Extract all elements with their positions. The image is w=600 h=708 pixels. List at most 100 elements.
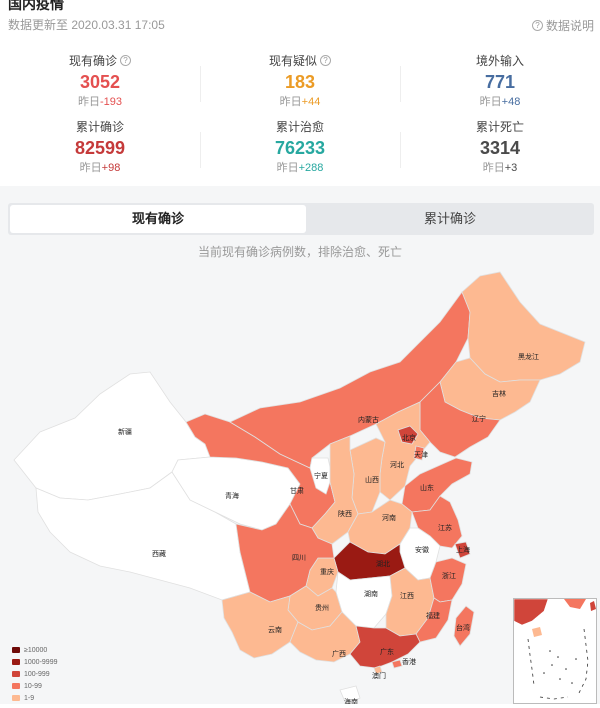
province-label: 安徽 [415,545,429,554]
stat-value: 183 [284,72,316,92]
province-黑龙江[interactable] [461,271,586,383]
update-time: 数据更新至 2020.03.31 17:05 [8,18,165,32]
province-广东[interactable] [349,625,421,669]
stat-delta: 昨日+44 [200,93,400,109]
province-label: 甘肃 [290,486,304,495]
legend-item[interactable]: 100-999 [12,668,57,680]
province-label: 西藏 [152,549,166,558]
inset-map [513,598,596,700]
stat-label: 累计死亡 [400,118,600,134]
china-map[interactable]: 新疆 西藏 青海 甘肃 内蒙古 黑龙江 吉林 辽宁 北京 天津 河北 山西 宁夏… [0,262,600,704]
province-label: 黑龙江 [518,352,539,361]
stat-delta-prefix: 昨日 [279,96,302,108]
province-宁夏[interactable] [309,457,333,495]
stat-divider [200,132,201,168]
stat-delta-prefix: 昨日 [482,162,505,174]
province-label: 河南 [382,513,396,522]
province-山西[interactable] [349,437,386,515]
legend-item[interactable]: 1000-9999 [12,656,57,668]
legend-swatch [12,695,20,701]
province-北京[interactable] [397,425,419,445]
stat-value: 3314 [479,138,521,158]
province-label: 澳门 [372,671,386,680]
map-subtitle: 当前现有确诊病例数，排除治愈、死亡 [197,245,402,259]
stat-value: 771 [484,72,516,92]
stat-delta: 昨日+288 [200,159,400,175]
stat-delta: 昨日+48 [400,93,600,109]
stat-label-text: 现有疑似 [268,53,317,68]
stat-label: 境外输入 [400,52,600,68]
legend-swatch [12,683,20,689]
stat-label-text: 累计死亡 [475,119,524,134]
stat-divider [400,66,401,102]
stat-value: 76233 [274,138,326,158]
province-label: 新疆 [118,427,132,436]
province-台湾[interactable] [453,605,475,647]
map-legend: ≥10000 1000-9999 100-999 10-99 1-9 [12,644,57,704]
legend-label: 1000-9999 [24,658,58,666]
province-label: 福建 [426,611,440,620]
stat-delta-value: +98 [101,162,121,174]
stat-delta: 昨日-193 [0,93,200,109]
legend-item[interactable]: 1-9 [12,692,57,704]
stat-delta-value: +48 [501,96,521,108]
legend-label: 100-999 [24,670,50,678]
stat-label-text: 累计治愈 [275,119,324,134]
province-香港[interactable] [391,659,403,669]
province-云南[interactable] [221,591,299,659]
province-label: 江西 [400,592,414,600]
stat-card: 境外输入 771 昨日+48 [400,52,600,109]
legend-swatch [12,659,20,665]
province-上海[interactable] [454,541,471,559]
help-icon[interactable]: ? [320,54,331,66]
province-海南[interactable] [339,685,361,704]
stat-label-text: 现有确诊 [68,53,117,68]
province-label: 贵州 [315,603,329,612]
province-天津[interactable] [413,445,425,461]
tab-bar: 现有确诊 累计确诊 [8,203,594,235]
province-label: 湖北 [376,559,390,568]
stat-divider [200,66,201,102]
province-label: 上海 [456,545,470,554]
province-label: 山西 [365,475,379,484]
province-label: 青海 [225,491,239,500]
stat-card: 累计治愈 76233 昨日+288 [200,118,400,175]
question-icon: ? [531,20,543,31]
help-icon[interactable]: ? [120,54,131,66]
province-label: 湖南 [364,589,378,598]
province-label: 台湾 [456,623,470,632]
legend-item[interactable]: 10-99 [12,680,57,692]
stat-delta: 昨日+98 [0,159,200,175]
stat-label: 现有疑似? [200,52,400,68]
province-浙江[interactable] [429,557,467,603]
stat-label: 现有确诊? [0,52,200,68]
legend-label: 10-99 [24,682,42,690]
stat-delta-value: -193 [99,96,123,108]
tab-current-confirmed[interactable]: 现有确诊 [10,205,306,233]
province-label: 山东 [420,483,434,492]
province-label: 内蒙古 [358,415,379,424]
province-label: 香港 [402,657,416,666]
stat-value: 82599 [74,138,126,158]
province-label: 海南 [344,697,358,704]
province-label: 吉林 [492,389,506,398]
province-label: 河北 [390,461,404,469]
province-陕西[interactable] [311,435,359,545]
province-label: 浙江 [442,571,456,580]
province-label: 辽宁 [472,414,486,423]
data-explain-link[interactable]: ? 数据说明 [531,17,594,34]
stat-divider [400,132,401,168]
province-label: 宁夏 [314,471,328,480]
stats-panel: 现有确诊? 3052 昨日-193 现有疑似? 183 昨日+44 境外输入 771 昨日+48… [0,44,600,180]
province-label: 江苏 [438,523,452,532]
stat-delta-value: +44 [301,96,321,108]
legend-item[interactable]: ≥10000 [12,644,57,656]
province-label: 云南 [268,625,282,634]
tab-cumulative-confirmed[interactable]: 累计确诊 [423,211,476,226]
stat-delta-prefix: 昨日 [79,162,102,174]
stat-delta-prefix: 昨日 [77,96,100,108]
legend-swatch [12,647,20,653]
stat-label-text: 累计确诊 [75,119,124,134]
stat-delta: 昨日+3 [400,159,600,175]
province-澳门[interactable] [373,665,383,675]
